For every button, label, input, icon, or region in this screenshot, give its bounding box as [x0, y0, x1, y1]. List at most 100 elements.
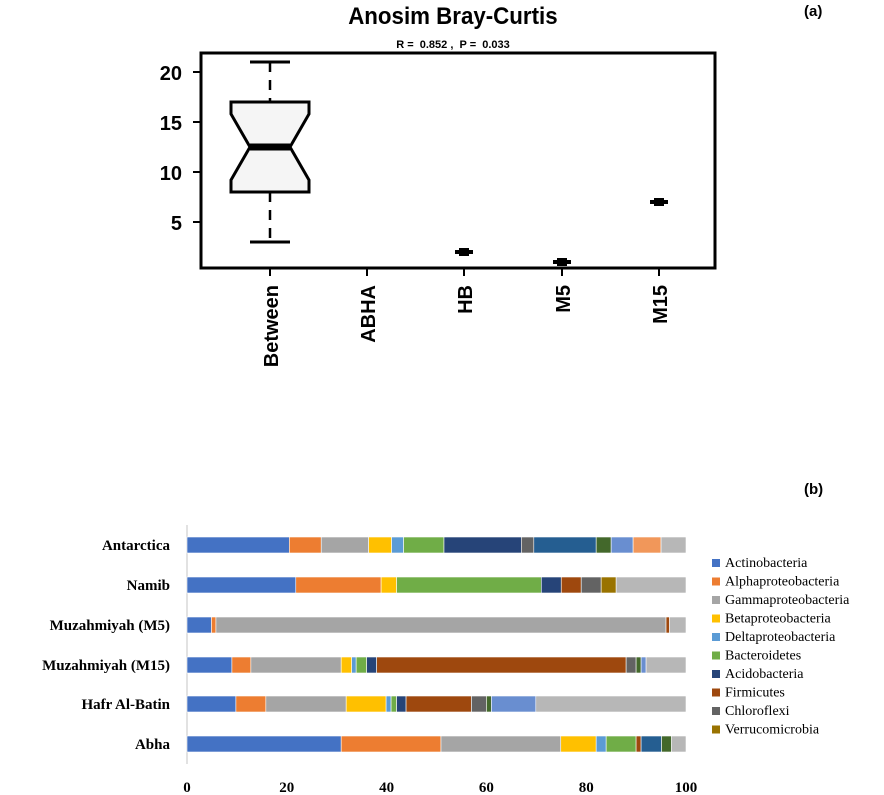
legend-item: Verrucomicrobia [712, 723, 820, 738]
bar-segment [351, 656, 357, 674]
bar-segment [340, 656, 352, 674]
bar-row: Muzahmiyah (M15) [42, 656, 687, 674]
bar-segment [340, 735, 442, 753]
bar-segment [320, 536, 369, 554]
bar-segment [376, 656, 627, 674]
bar-segment [403, 536, 445, 554]
bar-segment [385, 695, 392, 713]
bar-segment [215, 616, 667, 634]
bar-segment [632, 536, 662, 554]
x-tick-label: 40 [379, 780, 394, 795]
point-marker [557, 258, 567, 266]
category-label: Muzahmiyah (M15) [42, 658, 170, 674]
bar-segment [640, 656, 647, 674]
box-between [229, 60, 311, 244]
legend-item: Acidobacteria [712, 667, 804, 682]
bar-segment [396, 576, 542, 594]
legend-label: Verrucomicrobia [725, 723, 820, 738]
legend-label: Actinobacteria [725, 556, 808, 571]
legend-item: Bacteroidetes [712, 649, 801, 664]
legend-swatch [712, 559, 720, 567]
bar-segment [186, 576, 297, 594]
bar-segment [560, 576, 582, 594]
legend-swatch [712, 651, 720, 660]
bar-segment [615, 576, 687, 594]
panel-b: (b) Antarctica Namib Muzahmiyah (M5) Muzahm… [42, 481, 850, 795]
legend-label: Acidobacteria [725, 667, 804, 682]
bar-segment [660, 536, 687, 554]
bar-row: Muzahmiyah (M5) [50, 616, 687, 634]
bar-segment [605, 735, 637, 753]
x-tick-label: M15 [650, 285, 672, 324]
bar-segment [669, 616, 687, 634]
bar-segment [250, 656, 342, 674]
bar-segment [345, 695, 387, 713]
legend-swatch [712, 725, 720, 734]
bar-segment [396, 695, 407, 713]
panel-b-label: (b) [804, 481, 823, 498]
legend-swatch [712, 633, 720, 641]
bar-segment [235, 695, 267, 713]
category-label: Hafr Al-Batin [82, 697, 171, 713]
bar-segment [211, 616, 217, 634]
bar-segment [391, 536, 404, 554]
bar-row: Namib [127, 576, 687, 594]
x-tick-label: Between [261, 285, 283, 367]
legend-label: Betaproteobacteria [725, 612, 832, 627]
legend-item: Deltaproteobacteria [712, 630, 836, 645]
bar-segment [645, 656, 687, 674]
legend-label: Firmicutes [725, 686, 785, 701]
legend-label: Bacteroidetes [725, 649, 801, 664]
legend-item: Firmicutes [712, 686, 785, 701]
category-label: Antarctica [102, 538, 171, 554]
y-tick-label: 20 [160, 63, 182, 85]
legend-label: Alphaproteobacteria [725, 575, 840, 590]
bar-row: Abha [135, 735, 687, 753]
bar-segment [610, 536, 634, 554]
chart-subtitle: R = 0.852 , P = 0.033 [396, 39, 510, 51]
legend-item: Actinobacteria [712, 556, 808, 571]
x-tick-label: 100 [675, 780, 698, 795]
bar-segment [625, 656, 637, 674]
legend-swatch [712, 688, 720, 697]
plot-frame [199, 51, 717, 270]
bar-segment [368, 536, 392, 554]
legend-swatch [712, 577, 720, 586]
legend-label: Gammaproteobacteria [725, 593, 850, 608]
bar-segment [295, 576, 382, 594]
point-marker [654, 198, 664, 206]
bar-segment [671, 735, 687, 753]
bar-segment [486, 695, 492, 713]
panel-a-label: (a) [804, 3, 822, 20]
legend-label: Deltaproteobacteria [725, 630, 836, 645]
x-tick-label: 20 [279, 780, 294, 795]
chart-title: Anosim Bray-Curtis [348, 2, 557, 29]
bar-row: Antarctica [102, 536, 687, 554]
bar-segment [595, 536, 612, 554]
bar-segment [405, 695, 472, 713]
bar-segment [635, 735, 642, 753]
y-tick-label: 15 [160, 113, 182, 135]
point-marker [459, 248, 469, 256]
bar-segment [186, 616, 212, 634]
x-tick-label: 0 [183, 780, 191, 795]
bar-segment [580, 576, 602, 594]
y-tick-label: 10 [160, 163, 182, 185]
bar-segment [640, 735, 662, 753]
x-tick-label: 80 [579, 780, 594, 795]
category-label: Abha [135, 737, 171, 753]
bar-segment [288, 536, 322, 554]
legend-swatch [712, 707, 720, 715]
bar-segment [600, 576, 617, 594]
bar-segment [443, 536, 522, 554]
bar-segment [380, 576, 397, 594]
bar-segment [390, 695, 397, 713]
bar-segment [595, 735, 607, 753]
legend-item: Betaproteobacteria [712, 612, 832, 627]
legend-swatch [712, 670, 720, 678]
x-tick-label: M5 [553, 285, 575, 313]
legend-label: Chloroflexi [725, 704, 790, 719]
bar-segment [186, 536, 290, 554]
category-label: Muzahmiyah (M5) [50, 618, 170, 634]
